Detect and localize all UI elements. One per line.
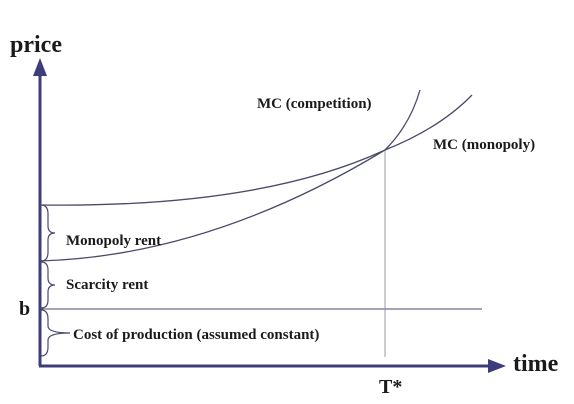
monopoly-rent-label: Monopoly rent	[66, 233, 161, 249]
y-axis-arrow	[33, 58, 47, 76]
brace-cost-of-production	[40, 309, 71, 357]
mc-monopoly-curve	[39, 94, 473, 206]
scarcity-rent-label: Scarcity rent	[66, 277, 148, 293]
x-axis-label: time	[513, 351, 559, 377]
mc-competition-label: MC (competition)	[257, 96, 372, 112]
cost-of-production-label: Cost of production (assumed constant)	[73, 327, 319, 343]
mc-competition-curve	[39, 89, 421, 262]
y-tick-b: b	[19, 298, 30, 320]
brace-monopoly-rent	[40, 204, 56, 262]
x-tick-t-star: T*	[379, 376, 402, 398]
y-axis-label: price	[10, 32, 62, 58]
x-axis-arrow	[488, 359, 506, 373]
mc-monopoly-label: MC (monopoly)	[433, 137, 535, 153]
brace-scarcity-rent	[40, 261, 56, 309]
